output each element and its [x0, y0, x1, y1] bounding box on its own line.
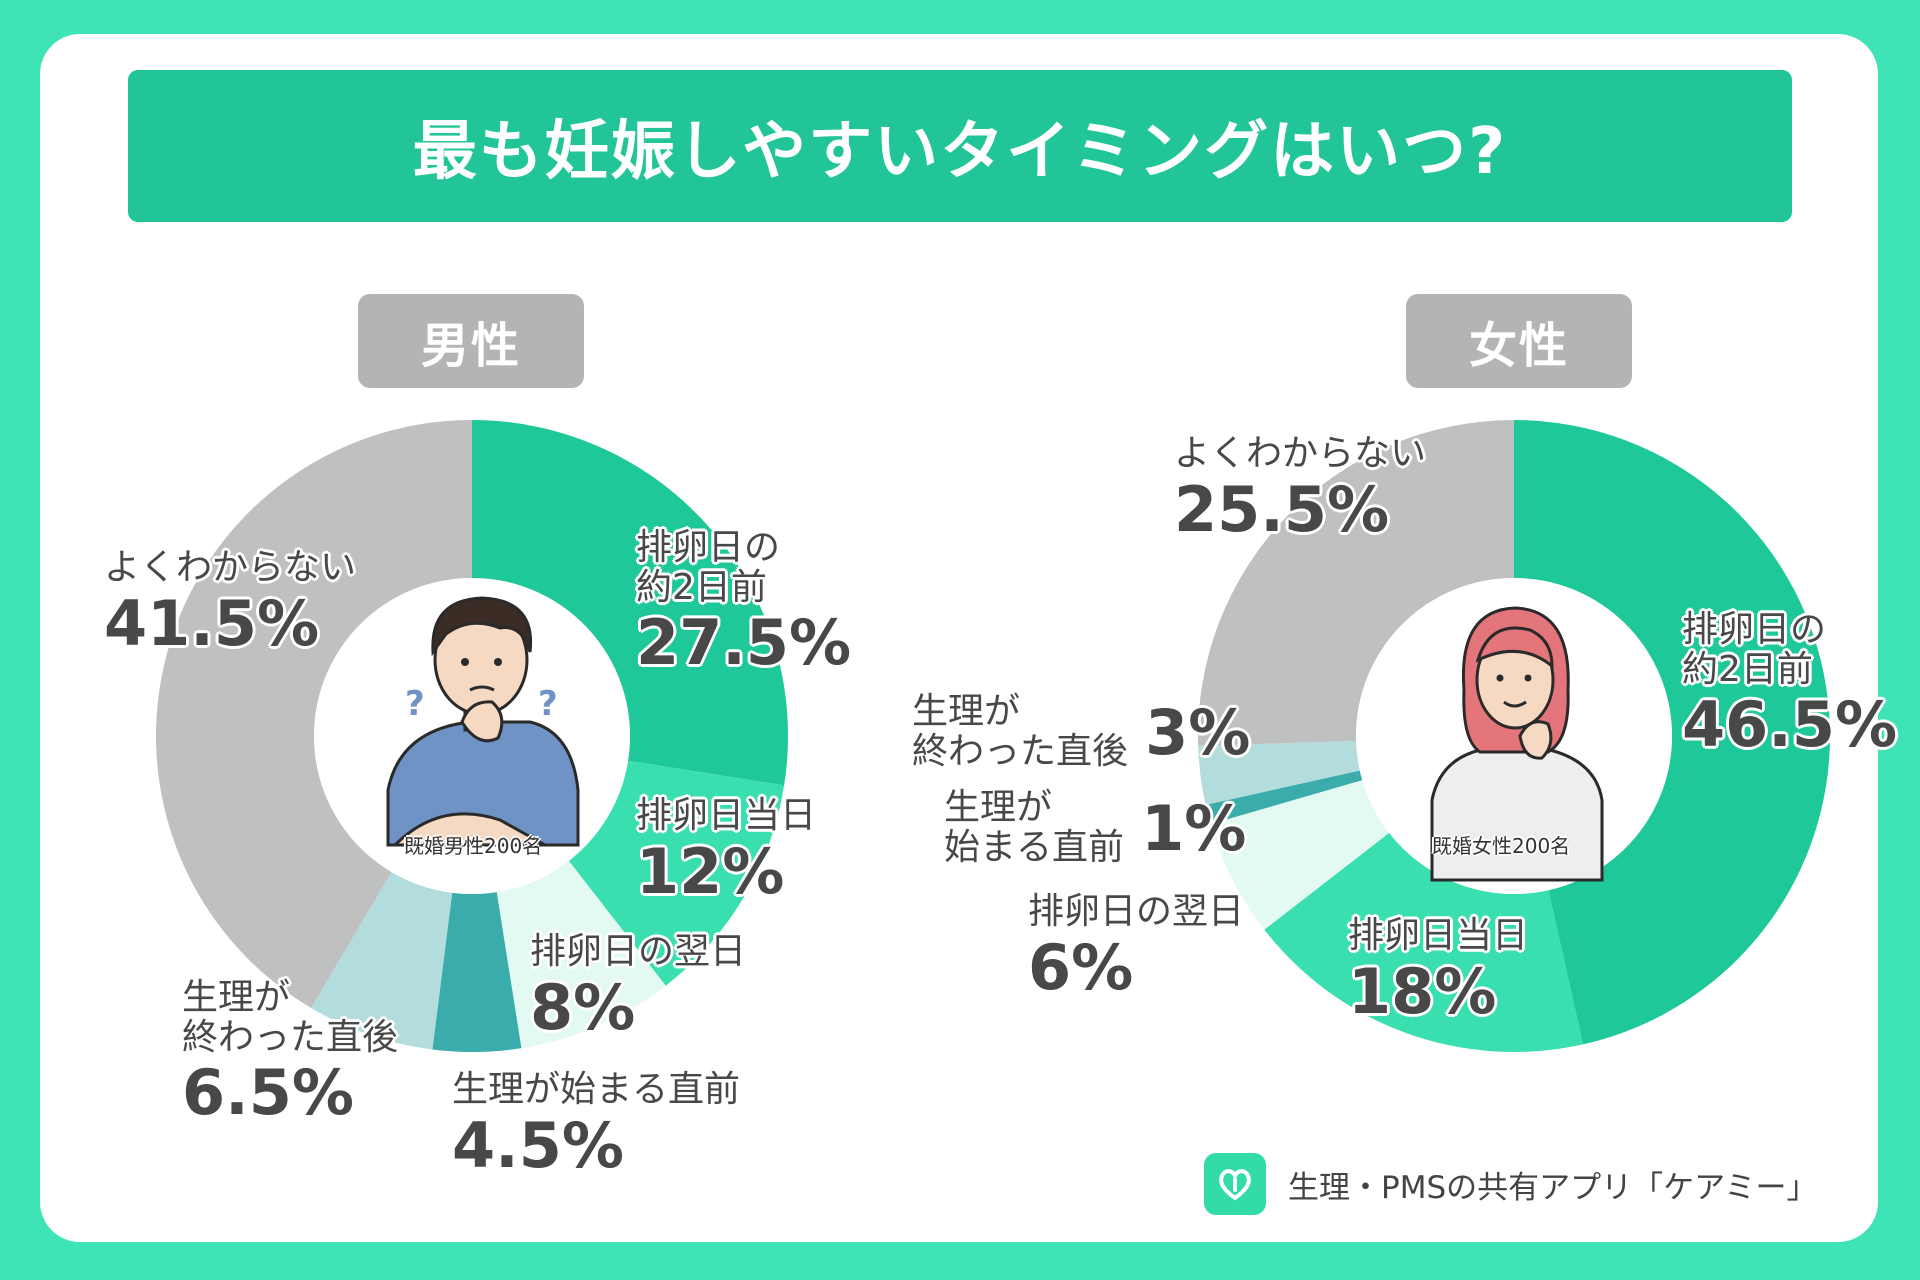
slice-label: 排卵日当日	[1348, 915, 1529, 956]
label-male-day-after: 排卵日の翌日 8%	[530, 932, 746, 1042]
label-male-before-ovulation: 排卵日の 約2日前 27.5%	[636, 528, 851, 677]
donut-slice-unknown	[156, 420, 472, 1008]
heart-logo-icon	[1204, 1153, 1266, 1215]
donut-slice-day-after	[1210, 780, 1390, 930]
slice-label: 生理が 始まる直前	[944, 787, 1125, 868]
slice-label: 排卵日の 約2日前	[636, 527, 781, 608]
slice-value: 1%	[1141, 791, 1247, 865]
brand-footer: 生理・PMSの共有アプリ「ケアミー」	[1204, 1153, 1818, 1215]
slice-value: 8%	[530, 970, 636, 1044]
slice-value: 41.5%	[104, 586, 320, 660]
label-female-before-ovulation: 排卵日の 約2日前 46.5%	[1682, 610, 1897, 759]
slice-label: 排卵日の翌日	[530, 931, 747, 972]
donut-slice-before-period	[432, 892, 522, 1052]
slice-value: 18%	[1348, 954, 1497, 1028]
donut-slice-after-period	[311, 871, 453, 1050]
slice-label: 排卵日当日	[636, 795, 817, 836]
label-male-ovulation-day: 排卵日当日 12%	[636, 796, 816, 906]
slice-label: よくわからない	[104, 547, 357, 588]
panel-tag-female: 女性	[1406, 294, 1632, 388]
donut-slice-before-ovulation	[472, 420, 788, 786]
brand-text: 生理・PMSの共有アプリ「ケアミー」	[1288, 1169, 1818, 1206]
page-title: 最も妊娠しやすいタイミングはいつ?	[412, 115, 1508, 189]
label-female-day-after: 排卵日の翌日 6%	[1028, 892, 1244, 1002]
label-male-after-period: 生理が 終わった直後 6.5%	[182, 978, 398, 1127]
slice-label: よくわからない	[1174, 433, 1427, 474]
label-female-ovulation-day: 排卵日当日 18%	[1348, 916, 1528, 1026]
slice-value: 12%	[636, 834, 785, 908]
donut-slice-after-period	[1198, 740, 1360, 805]
slice-value: 4.5%	[452, 1108, 624, 1182]
donut-slice-unknown	[1198, 420, 1514, 746]
label-female-unknown: よくわからない 25.5%	[1174, 434, 1426, 544]
slice-label: 排卵日の翌日	[1028, 891, 1245, 932]
donut-slice-ovulation-day	[1264, 832, 1583, 1052]
donut-slice-ovulation-day	[568, 760, 785, 986]
label-female-after-period: 生理が 終わった直後 3%	[912, 692, 1250, 771]
donut-slice-before-ovulation	[1514, 420, 1830, 1045]
slice-value: 3%	[1145, 695, 1251, 769]
sample-note-male: 既婚男性200名	[404, 834, 543, 858]
slice-value: 25.5%	[1174, 472, 1390, 546]
slice-value: 46.5%	[1682, 688, 1898, 762]
donut-slice-before-period	[1205, 770, 1363, 825]
donut-slice-day-after	[496, 860, 666, 1049]
label-male-unknown: よくわからない 41.5%	[104, 548, 356, 658]
sample-note-female: 既婚女性200名	[1432, 834, 1571, 858]
label-male-before-period: 生理が始まる直前 4.5%	[452, 1070, 740, 1180]
title-banner: 最も妊娠しやすいタイミングはいつ?	[128, 70, 1792, 222]
slice-value: 6%	[1028, 930, 1134, 1004]
label-female-before-period: 生理が 始まる直前 1%	[944, 788, 1246, 867]
slice-label: 生理が 終わった直後	[182, 977, 399, 1058]
panel-tag-male: 男性	[358, 294, 584, 388]
slice-label: 生理が始まる直前	[452, 1069, 741, 1110]
slice-value: 27.5%	[636, 606, 852, 680]
slice-label: 生理が 終わった直後	[912, 691, 1129, 772]
slice-label: 排卵日の 約2日前	[1682, 609, 1827, 690]
slice-value: 6.5%	[182, 1056, 354, 1130]
